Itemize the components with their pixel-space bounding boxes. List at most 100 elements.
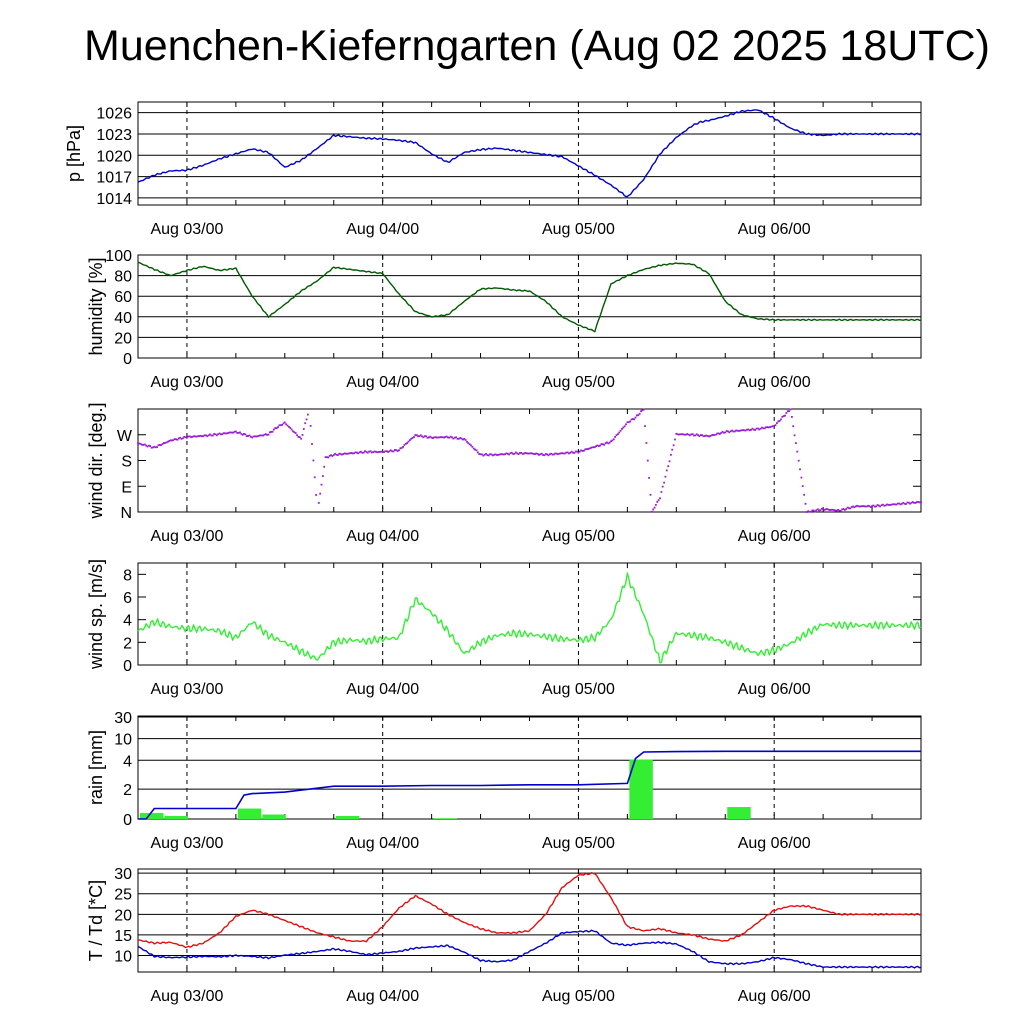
wind-dir-point bbox=[184, 436, 187, 439]
wind-dir-point bbox=[550, 452, 553, 455]
wind-dir-point bbox=[436, 436, 438, 439]
wind-dir-point bbox=[504, 453, 506, 456]
wind-dir-point bbox=[452, 437, 455, 440]
wind-dir-point bbox=[440, 436, 442, 438]
wind-dir-point bbox=[399, 447, 402, 450]
wind-dir-point bbox=[356, 451, 358, 454]
wind-dir-point bbox=[546, 453, 549, 456]
rain-bar bbox=[629, 759, 653, 819]
wind-dir-point bbox=[755, 427, 758, 430]
wind-dir-x-tick-label: Aug 06/00 bbox=[738, 528, 811, 545]
wind-dir-point bbox=[366, 451, 369, 454]
wind-dir-point bbox=[917, 501, 920, 503]
rain-y-tick-label: 10 bbox=[114, 732, 132, 749]
wind-dir-point bbox=[621, 428, 623, 430]
wind-dir-point bbox=[667, 465, 670, 468]
wind-dir-point bbox=[665, 469, 668, 472]
wind-dir-point bbox=[905, 503, 907, 505]
wind-dir-point bbox=[600, 443, 603, 445]
pressure-x-tick-label: Aug 04/00 bbox=[346, 221, 419, 238]
wind-dir-point bbox=[837, 509, 839, 511]
wind-dir-point bbox=[232, 431, 235, 434]
wind-dir-point bbox=[409, 439, 411, 442]
wind-dir-point bbox=[509, 452, 512, 455]
wind-dir-point bbox=[864, 505, 867, 508]
wind-dir-point bbox=[400, 447, 403, 449]
wind-dir-point bbox=[850, 506, 853, 508]
wind-dir-point bbox=[720, 432, 723, 434]
wind-dir-point bbox=[554, 452, 557, 455]
wind-dir-point bbox=[347, 452, 350, 455]
wind-dir-point bbox=[468, 443, 471, 446]
wind-dir-point bbox=[422, 436, 425, 439]
wind-dir-point bbox=[606, 441, 608, 444]
pressure-y-tick-label: 1026 bbox=[96, 106, 132, 123]
wind-dir-point bbox=[535, 452, 538, 455]
wind-dir-point bbox=[604, 442, 607, 444]
wind-dir-point bbox=[274, 427, 277, 429]
rain-bar bbox=[164, 816, 188, 819]
wind-dir-point bbox=[709, 435, 712, 437]
wind-dir-point bbox=[259, 434, 262, 437]
wind-dir-point bbox=[824, 508, 827, 511]
wind-dir-point bbox=[597, 445, 600, 447]
wind-dir-point bbox=[780, 418, 782, 421]
wind-dir-point bbox=[510, 451, 513, 454]
wind-dir-point bbox=[228, 431, 230, 434]
wind-dir-point bbox=[767, 426, 770, 429]
rain-x-tick-label: Aug 06/00 bbox=[738, 835, 811, 852]
wind-dir-point bbox=[815, 509, 818, 512]
wind-dir-point bbox=[716, 432, 718, 435]
wind-dir-point bbox=[754, 429, 757, 431]
wind-dir-point bbox=[672, 444, 675, 447]
wind_speed-frame bbox=[137, 562, 922, 666]
wind-dir-point bbox=[349, 452, 351, 455]
wind-dir-point bbox=[879, 505, 882, 508]
wind-dir-point bbox=[661, 485, 664, 488]
wind-dir-point bbox=[580, 449, 583, 452]
wind-dir-point bbox=[415, 434, 418, 436]
wind-dir-point bbox=[383, 451, 385, 453]
wind-dir-point bbox=[169, 439, 172, 442]
wind-dir-point bbox=[330, 454, 332, 457]
wind-dir-point bbox=[748, 429, 751, 432]
wind-dir-point bbox=[262, 434, 264, 437]
wind-dir-point bbox=[728, 431, 731, 434]
wind-dir-point bbox=[538, 454, 540, 456]
wind-dir-y-tick-label: E bbox=[121, 479, 132, 496]
wind-dir-point bbox=[328, 454, 331, 457]
wind-dir-point bbox=[429, 435, 432, 438]
wind-dir-point bbox=[784, 414, 786, 417]
wind-dir-point bbox=[447, 436, 449, 439]
wind-dir-point bbox=[379, 450, 381, 453]
wind-dir-point bbox=[483, 453, 486, 456]
pressure-x-tick-label: Aug 06/00 bbox=[738, 221, 811, 238]
wind-dir-point bbox=[137, 442, 139, 445]
wind-dir-point bbox=[207, 434, 210, 437]
wind-dir-point bbox=[704, 435, 706, 437]
wind-dir-point bbox=[271, 430, 274, 433]
wind-dir-point bbox=[391, 450, 394, 453]
wind-dir-point bbox=[273, 428, 275, 431]
wind-dir-point bbox=[687, 433, 690, 436]
rain-bar bbox=[262, 814, 286, 819]
wind-dir-point bbox=[370, 451, 373, 454]
wind-dir-point bbox=[644, 425, 646, 427]
wind-dir-point bbox=[770, 425, 773, 428]
panel-temperature: Aug 03/00 Aug 04/00 Aug 05/00 Aug 06/00 10 15… bbox=[86, 866, 922, 1005]
wind-dir-point bbox=[285, 423, 288, 426]
wind-dir-point bbox=[619, 429, 622, 432]
wind-dir-point bbox=[410, 437, 413, 440]
wind-dir-point bbox=[650, 510, 653, 513]
wind-dir-point bbox=[345, 452, 347, 455]
wind-dir-point bbox=[882, 503, 884, 506]
wind-dir-point bbox=[717, 432, 720, 435]
wind-dir-point bbox=[803, 493, 805, 496]
wind_speed-y-axis-label: wind sp. [m/s] bbox=[86, 559, 106, 670]
panel-pressure: Aug 03/00 Aug 04/00 Aug 05/00 Aug 06/00 1014… bbox=[64, 101, 922, 238]
wind-dir-point bbox=[903, 502, 906, 505]
wind-dir-point bbox=[239, 431, 241, 434]
wind-dir-point bbox=[861, 505, 864, 507]
wind-dir-point bbox=[332, 454, 335, 456]
wind-dir-point bbox=[907, 501, 910, 504]
